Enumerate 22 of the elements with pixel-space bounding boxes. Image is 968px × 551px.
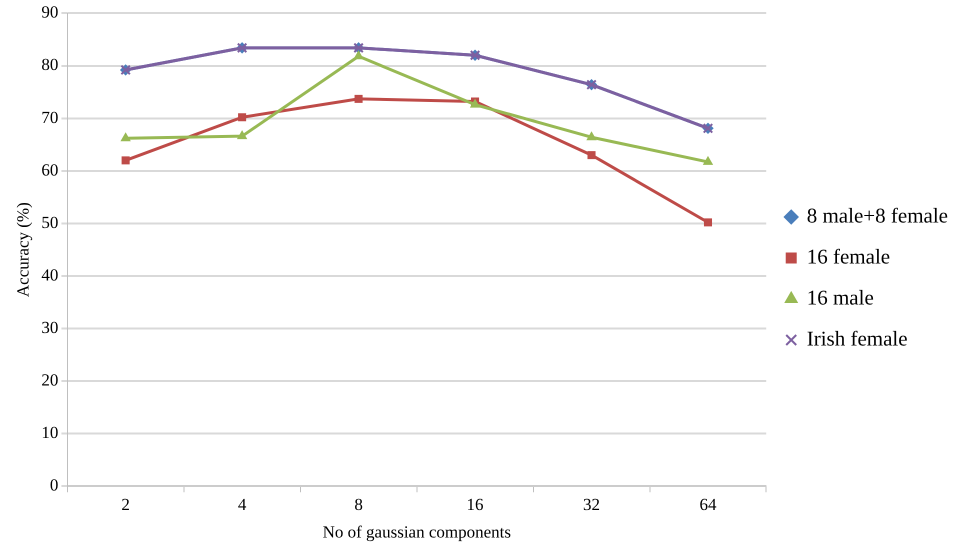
legend-label: 16 female [806,244,890,269]
y-tick-label: 90 [41,2,58,22]
y-axis-title: Accuracy (%) [14,202,33,298]
legend-label: Irish female [806,326,908,351]
x-tick-label: 64 [699,494,717,514]
y-tick-label: 0 [50,476,58,495]
x-axis-title: No of gaussian components [322,522,512,542]
legend-label: 8 male+8 female [806,204,948,228]
y-tick-label: 50 [41,212,58,232]
y-tick-label: 60 [41,160,58,180]
y-tick-label: 80 [41,55,58,74]
y-tick-label: 30 [41,318,58,337]
x-tick-label: 8 [354,494,363,514]
y-tick-label: 10 [41,423,58,442]
x-tick-label: 4 [238,494,247,514]
y-tick-label: 40 [41,265,58,284]
y-tick-label: 70 [41,108,58,127]
y-tick-label: 20 [41,370,58,390]
x-tick-label: 32 [583,494,600,514]
legend-label: 16 male [806,286,874,310]
x-tick-label: 16 [466,494,484,514]
x-tick-label: 2 [121,494,130,514]
